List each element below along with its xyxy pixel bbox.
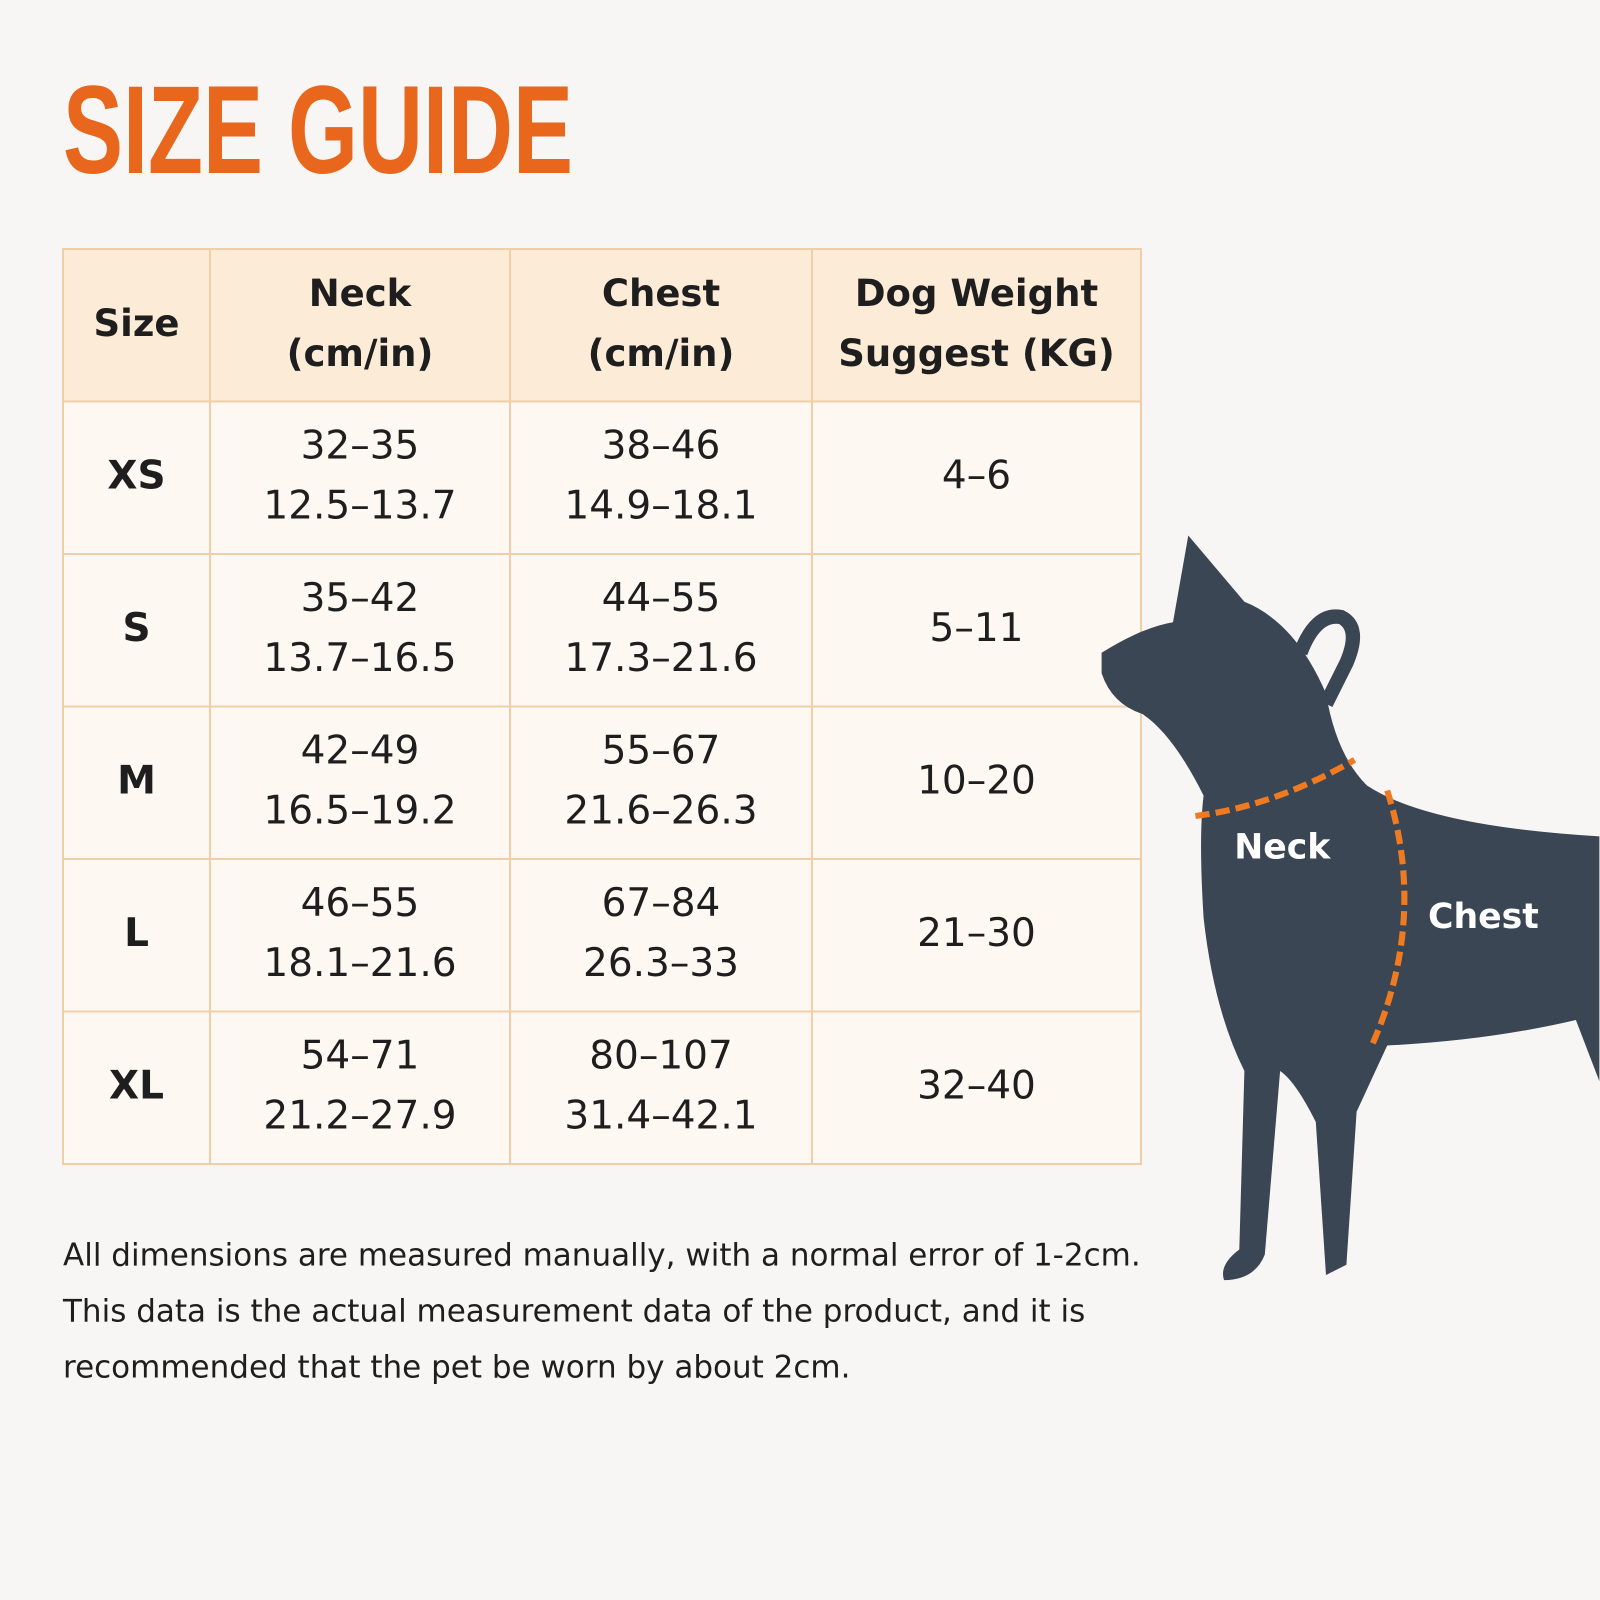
cell-text: 14.9–18.1 [564,483,757,528]
header-text: (cm/in) [287,332,434,375]
table-cell [62,553,211,708]
header-text: Chest [602,272,720,315]
table-cell [509,1010,813,1165]
cell-text: 55–67 [602,728,721,773]
table-cell [811,858,1142,1013]
table-cell [811,1010,1142,1165]
cell-text: 67–84 [602,881,721,926]
cell-text: 13.7–16.5 [263,636,456,681]
table-cell [209,1010,511,1165]
header-cell [509,248,813,403]
header-text: (cm/in) [588,332,735,375]
note-line: All dimensions are measured manually, wi… [63,1238,1141,1274]
cell-text: 5–11 [930,606,1024,651]
table-cell [62,705,211,860]
cell-text: 21–30 [917,911,1036,956]
table-cell [811,400,1142,555]
table-cell [62,858,211,1013]
cell-text: 38–46 [602,423,721,468]
table-cell [509,705,813,860]
cell-text: S [122,606,150,651]
table-cell [209,553,511,708]
table-cell [509,400,813,555]
table-cell [811,553,1142,708]
neck-line [1195,757,1357,820]
header-text: Size [94,302,180,345]
cell-text: 35–42 [301,576,420,621]
table-cell [509,858,813,1013]
cell-text: 44–55 [602,576,721,621]
cell-text: 21.2–27.9 [263,1093,456,1138]
cell-text: 31.4–42.1 [564,1093,757,1138]
cell-text: 26.3–33 [583,941,739,986]
header-cell [209,248,511,403]
table-cell [811,705,1142,860]
table-cell [62,1010,211,1165]
cell-text: 21.6–26.3 [564,788,757,833]
table-cell [209,858,511,1013]
cell-text: L [124,911,149,956]
table-cell [209,705,511,860]
chest-label: Chest [1428,897,1539,937]
cell-text: 32–35 [301,423,420,468]
cell-text: 18.1–21.6 [263,941,456,986]
header-cell [811,248,1142,403]
cell-text: 46–55 [301,881,420,926]
cell-text: 12.5–13.7 [263,483,456,528]
title: SIZE GUIDE [63,61,573,200]
cell-text: 80–107 [589,1033,733,1078]
cell-text: 54–71 [301,1033,420,1078]
cell-text: 4–6 [942,453,1011,498]
note: All dimensions are measured manually, wi… [62,1238,1141,1386]
header-text: Suggest (KG) [838,332,1115,375]
cell-text: 10–20 [917,758,1036,803]
header-cell [62,248,211,403]
header-text: Dog Weight [855,272,1098,315]
neck-label: Neck [1234,828,1331,868]
cell-text: 32–40 [917,1063,1036,1108]
size-table: Size Neck (cm/in) Chest (cm/in) Dog Weight Sug… [62,248,1142,1165]
note-line: recommended that the pet be worn by abou… [63,1350,850,1386]
cell-text: M [117,758,156,803]
header-text: Neck [309,272,413,315]
harness-handle [1293,609,1360,707]
chest-line [1369,789,1408,1047]
dog-silhouette [1101,535,1600,1281]
cell-text: 16.5–19.2 [263,788,456,833]
cell-text: 17.3–21.6 [564,636,757,681]
note-line: This data is the actual measurement data… [62,1294,1085,1330]
cell-text: XS [107,453,165,498]
dog-diagram: Neck Chest [1101,535,1600,1281]
cell-text: XL [109,1063,164,1108]
cell-text: 42–49 [301,728,420,773]
